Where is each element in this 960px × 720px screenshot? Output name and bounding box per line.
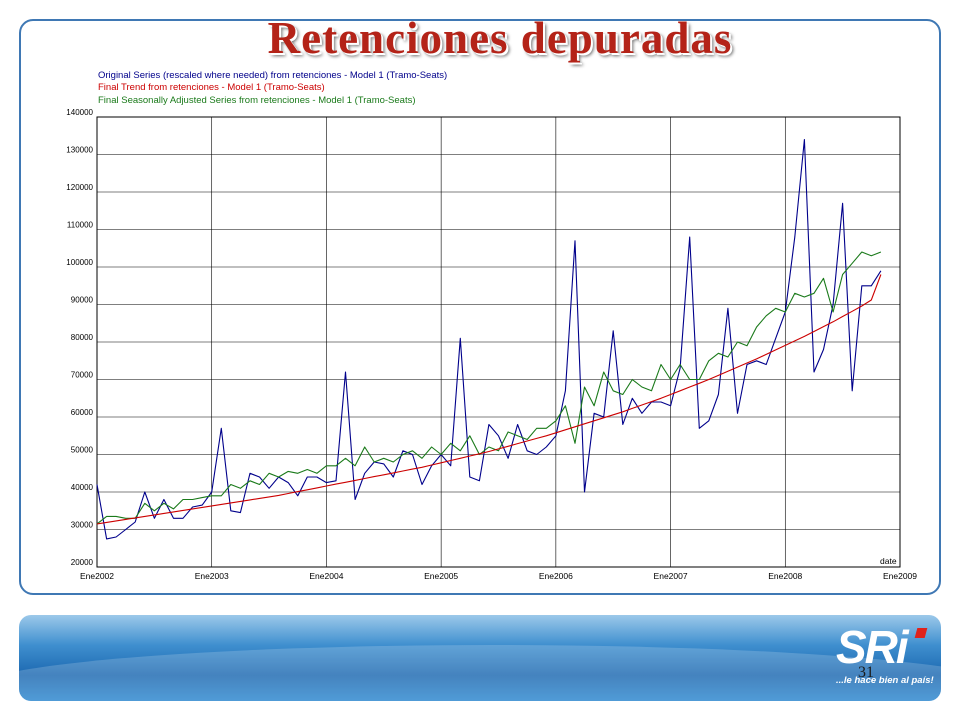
y-tick-label: 80000 (71, 333, 94, 342)
series-line-0 (96, 138, 882, 540)
y-axis: 140000 130000 120000 110000 100000 90000 80000… (66, 108, 93, 567)
x-tick-label: Ene2008 (768, 571, 802, 581)
x-tick-label: Ene2005 (424, 571, 458, 581)
x-axis-label: date (880, 556, 897, 566)
y-tick-label: 120000 (66, 183, 93, 192)
page-number: 31 (858, 664, 874, 681)
logo-slogan: ...le hace bien al país! (836, 675, 934, 686)
chart-grid (96, 116, 901, 568)
y-tick-label: 50000 (71, 446, 94, 455)
x-tick-label: Ene2007 (654, 571, 688, 581)
series-line-2 (96, 251, 882, 525)
footer-banner (19, 615, 941, 701)
x-tick-label: Ene2006 (539, 571, 573, 581)
line-chart: 140000 130000 120000 110000 100000 90000 80000… (66, 108, 917, 581)
y-tick-label: 70000 (71, 371, 94, 380)
footer-sheen (19, 645, 941, 701)
y-tick-label: 30000 (71, 521, 94, 530)
y-tick-label: 90000 (71, 296, 94, 305)
logo-text: SRi (836, 621, 909, 673)
y-tick-label: 60000 (71, 408, 94, 417)
series-line-1 (96, 274, 882, 525)
chart-series (96, 138, 882, 540)
x-tick-label: Ene2009 (883, 571, 917, 581)
y-tick-label: 110000 (67, 221, 94, 230)
legend-trend: Final Trend from retenciones - Model 1 (… (98, 82, 325, 94)
y-tick-label: 140000 (66, 108, 93, 117)
logo-accent-icon (914, 628, 928, 638)
y-tick-label: 40000 (71, 483, 94, 492)
sri-logo: SRi ...le hace bien al país! (836, 620, 936, 690)
x-axis: Ene2002 Ene2003 Ene2004 Ene2005 Ene2006 Ene20… (80, 571, 917, 581)
x-tick-label: Ene2004 (309, 571, 343, 581)
y-tick-label: 20000 (71, 558, 94, 567)
y-tick-label: 100000 (66, 258, 93, 267)
chart-legend: Original Series (rescaled where needed) … (98, 70, 447, 107)
x-tick-label: Ene2002 (80, 571, 114, 581)
y-tick-label: 130000 (66, 146, 93, 155)
legend-original: Original Series (rescaled where needed) … (98, 70, 448, 81)
x-tick-label: Ene2003 (195, 571, 229, 581)
legend-seasonally-adjusted: Final Seasonally Adjusted Series from re… (98, 94, 416, 106)
slide-title: Retenciones depuradas (267, 13, 733, 63)
